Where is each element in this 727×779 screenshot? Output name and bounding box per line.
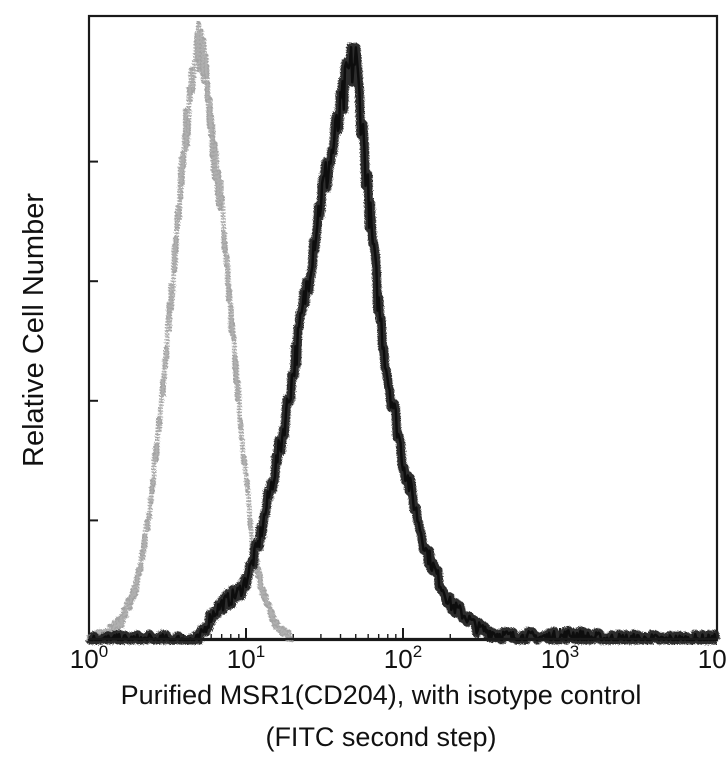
x-axis-title-line-1: Purified MSR1(CD204), with isotype contr… xyxy=(121,680,642,710)
x-tick-label-3: 103 xyxy=(541,642,579,674)
y-axis-ticks xyxy=(89,160,98,522)
series-layer xyxy=(85,21,721,645)
x-tick-label-1: 101 xyxy=(227,642,265,674)
y-axis-title: Relative Cell Number xyxy=(18,193,50,467)
x-tick-label-2: 102 xyxy=(384,642,422,674)
plot-area xyxy=(85,14,721,645)
x-tick-labels: 100 101 102 103 104 xyxy=(70,642,727,674)
x-tick-label-4: 104 xyxy=(698,642,727,674)
x-tick-label-0: 100 xyxy=(70,642,108,674)
series-line-0 xyxy=(88,22,294,641)
plot-frame xyxy=(87,14,719,642)
x-axis-title-line-2: (FITC second step) xyxy=(265,722,496,752)
